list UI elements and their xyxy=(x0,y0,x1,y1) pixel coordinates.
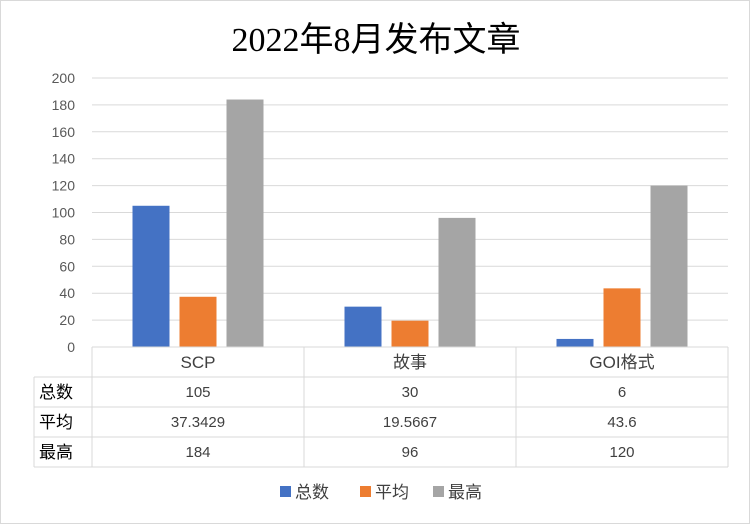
category-label: GOI格式 xyxy=(589,353,654,372)
data-label: 6 xyxy=(618,384,626,401)
data-label: 96 xyxy=(402,444,419,461)
bar-平均-SCP xyxy=(179,296,217,347)
data-label: 43.6 xyxy=(607,414,636,431)
bar-最高-故事 xyxy=(438,217,476,347)
chart-title: 2022年8月发布文章 xyxy=(232,21,521,59)
legend-swatch-平均 xyxy=(360,486,371,497)
y-tick-label: 120 xyxy=(52,178,76,194)
legend-swatch-最高 xyxy=(433,486,444,497)
data-label: 120 xyxy=(609,444,634,461)
y-tick-label: 80 xyxy=(59,231,75,247)
y-tick-label: 160 xyxy=(52,124,76,140)
legend-label: 最高 xyxy=(448,483,482,502)
bar-总数-GOI格式 xyxy=(556,338,594,347)
y-axis-ticks: 0 20 40 60 80 100 120 140 160 180 200 xyxy=(52,70,76,355)
category-label: SCP xyxy=(181,353,216,372)
y-tick-label: 20 xyxy=(59,312,75,328)
bar-平均-故事 xyxy=(391,320,429,347)
bar-总数-故事 xyxy=(344,306,382,347)
table-row-header: 总数 xyxy=(39,383,73,402)
legend-swatch-总数 xyxy=(280,486,291,497)
bar-最高-SCP xyxy=(226,99,264,348)
bar-平均-GOI格式 xyxy=(603,288,641,347)
y-tick-label: 180 xyxy=(52,97,76,113)
data-label: 184 xyxy=(185,444,210,461)
y-tick-label: 140 xyxy=(52,151,76,167)
data-label: 105 xyxy=(185,384,210,401)
y-tick-label: 200 xyxy=(52,70,76,86)
bar-总数-SCP xyxy=(132,205,170,347)
legend: 总数 平均 最高 xyxy=(280,483,482,502)
bars xyxy=(132,99,688,348)
table-row-header: 平均 xyxy=(39,413,73,432)
data-label: 37.3429 xyxy=(171,414,225,431)
y-tick-label: 0 xyxy=(67,339,75,355)
category-label: 故事 xyxy=(393,353,427,372)
y-tick-label: 40 xyxy=(59,285,75,301)
y-tick-label: 100 xyxy=(52,205,76,221)
legend-label: 平均 xyxy=(375,483,409,502)
data-label: 30 xyxy=(402,384,419,401)
y-tick-label: 60 xyxy=(59,258,75,274)
bar-最高-GOI格式 xyxy=(650,185,688,347)
legend-label: 总数 xyxy=(295,483,329,502)
table-row-header: 最高 xyxy=(39,443,73,462)
data-label: 19.5667 xyxy=(383,414,437,431)
